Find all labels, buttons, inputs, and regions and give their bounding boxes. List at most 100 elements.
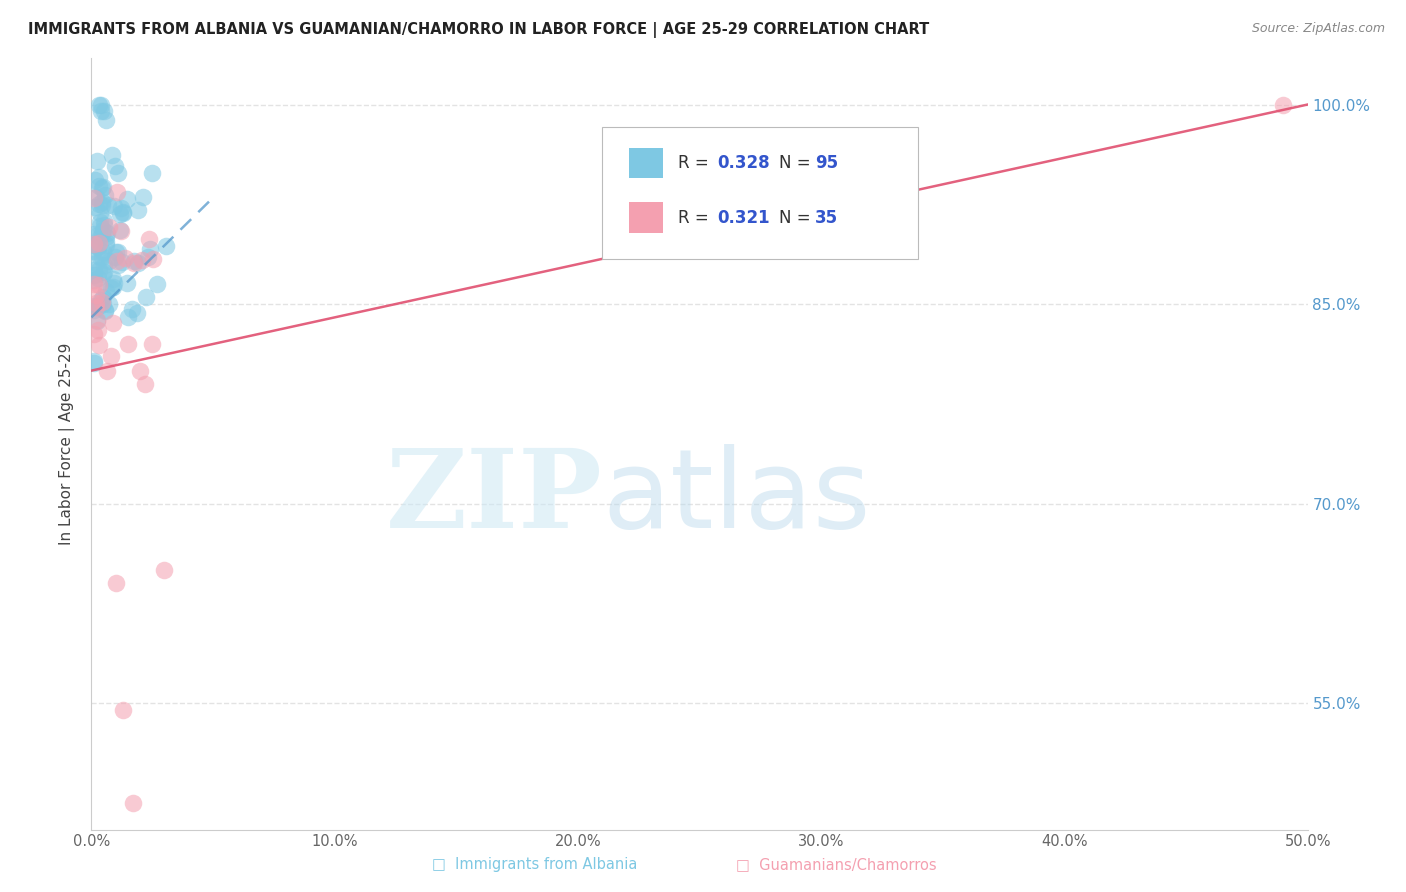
Point <box>89 250 111 264</box>
Point <box>111 703 134 717</box>
Point <box>103 160 125 174</box>
Point <box>83 302 105 317</box>
Point <box>142 252 165 267</box>
Point <box>84 295 107 310</box>
Point <box>94 187 117 202</box>
Point <box>87 170 110 185</box>
Point <box>87 196 110 211</box>
Point <box>90 198 112 212</box>
Point <box>93 303 115 318</box>
Point <box>87 338 110 352</box>
Point <box>115 192 138 206</box>
Point <box>135 290 157 304</box>
Point <box>93 180 115 194</box>
Point <box>110 224 132 238</box>
Point <box>90 181 112 195</box>
Point <box>96 229 118 244</box>
Point <box>86 300 108 314</box>
Point <box>112 205 135 219</box>
Point <box>145 277 167 292</box>
Point <box>83 353 105 368</box>
Point <box>93 218 115 232</box>
Point <box>110 202 132 216</box>
Point <box>131 253 153 268</box>
Text: 0.321: 0.321 <box>717 209 770 227</box>
Point <box>107 258 129 272</box>
Point <box>86 313 108 327</box>
Point <box>93 296 115 310</box>
Text: R =: R = <box>678 154 714 172</box>
Text: □  Immigrants from Albania: □ Immigrants from Albania <box>432 857 637 872</box>
Point <box>104 576 127 591</box>
Point <box>93 214 115 228</box>
Point <box>138 232 160 246</box>
Point <box>105 254 128 268</box>
Point <box>111 206 134 220</box>
Point <box>129 363 152 377</box>
Point <box>100 349 122 363</box>
Point <box>84 172 107 186</box>
FancyBboxPatch shape <box>628 202 664 233</box>
Point <box>91 223 114 237</box>
Point <box>122 256 145 270</box>
Point <box>84 200 107 214</box>
Point <box>103 199 125 213</box>
Y-axis label: In Labor Force | Age 25-29: In Labor Force | Age 25-29 <box>59 343 76 545</box>
Point <box>83 244 105 259</box>
Point <box>83 268 105 282</box>
Point <box>94 284 117 298</box>
Point <box>86 153 108 168</box>
Point <box>89 206 111 220</box>
Point <box>83 227 105 241</box>
Point <box>91 244 114 259</box>
Point <box>93 290 115 304</box>
Point <box>89 277 111 292</box>
Point <box>91 194 114 209</box>
Point <box>105 186 128 200</box>
Point <box>138 242 160 256</box>
Point <box>84 190 107 204</box>
Point <box>83 263 105 277</box>
Point <box>89 219 111 233</box>
Point <box>155 238 177 252</box>
Point <box>97 219 120 234</box>
Point <box>107 244 129 259</box>
Point <box>141 337 163 351</box>
Point <box>108 223 131 237</box>
Point <box>94 237 117 252</box>
Point <box>117 310 139 324</box>
Point <box>117 337 139 351</box>
Point <box>96 226 118 240</box>
Point <box>127 256 149 270</box>
Point <box>103 280 125 294</box>
Point <box>83 326 105 341</box>
Point <box>89 215 111 229</box>
Point <box>105 244 128 259</box>
Point <box>100 280 122 294</box>
Point <box>87 323 110 337</box>
Point <box>1272 97 1295 112</box>
Point <box>86 300 108 314</box>
Point <box>104 250 127 264</box>
Point <box>87 240 110 254</box>
Point <box>103 316 125 330</box>
Point <box>141 166 163 180</box>
Point <box>111 254 134 268</box>
Point <box>93 104 115 119</box>
Point <box>83 277 105 291</box>
Point <box>122 254 145 268</box>
Point <box>90 104 112 119</box>
Point <box>93 265 115 279</box>
Text: R =: R = <box>678 209 714 227</box>
Text: atlas: atlas <box>602 444 870 551</box>
Point <box>107 165 129 179</box>
Point <box>93 258 115 272</box>
Point <box>110 207 132 221</box>
Point <box>83 273 105 287</box>
Point <box>98 254 121 268</box>
Point <box>101 147 124 161</box>
Point <box>91 227 114 241</box>
Point <box>89 230 111 244</box>
Point <box>86 271 108 285</box>
Point <box>96 363 118 377</box>
